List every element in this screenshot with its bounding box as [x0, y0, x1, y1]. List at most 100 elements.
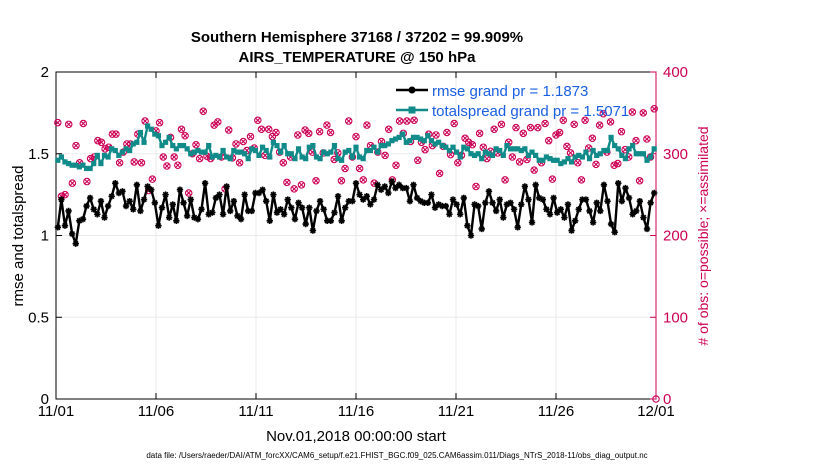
x-tick-label: 11/26	[538, 403, 574, 420]
obs-assimilated-point	[269, 133, 275, 140]
rmse-point	[550, 194, 557, 202]
totalspread-point	[263, 147, 269, 154]
totalspread-point	[565, 156, 571, 162]
totalspread-point	[245, 156, 251, 162]
totalspread-point	[572, 154, 578, 160]
totalspread-point	[608, 134, 614, 140]
totalspread-point	[152, 131, 158, 137]
obs-assimilated-point	[491, 126, 497, 132]
rmse-point	[169, 201, 176, 208]
totalspread-point	[482, 149, 488, 155]
obs-assimilated-point	[618, 129, 625, 135]
totalspread-point	[105, 154, 111, 160]
rmse-point	[564, 201, 572, 208]
obs-assimilated-point	[95, 138, 101, 144]
rmse-point	[359, 196, 367, 203]
obs-assimilated-point	[480, 144, 486, 150]
totalspread-point	[231, 147, 237, 154]
totalspread-point	[479, 156, 485, 162]
obs-assimilated-point	[102, 146, 108, 152]
rmse-point	[367, 201, 374, 208]
obs-assimilated-point	[215, 119, 221, 125]
obs-assimilated-point	[142, 118, 148, 124]
obs-possible-point	[181, 132, 189, 140]
rmse-point	[248, 207, 256, 215]
totalspread-point	[80, 162, 86, 168]
totalspread-point	[155, 133, 161, 139]
obs-assimilated-point	[411, 117, 417, 123]
legend: rmse grand pr = 1.1873 totalspread grand…	[396, 83, 629, 120]
obs-possible-point	[501, 176, 509, 184]
totalspread-point	[367, 147, 373, 154]
rmse-point	[227, 207, 234, 215]
rmse-point	[507, 199, 514, 206]
totalspread-point	[525, 152, 532, 158]
totalspread-point	[191, 149, 197, 155]
totalspread-point	[385, 141, 391, 147]
obs-assimilated-point	[69, 180, 75, 186]
obs-possible-point	[155, 118, 164, 127]
obs-possible-point	[137, 158, 146, 167]
totalspread-point	[292, 156, 298, 162]
obs-possible-point	[239, 137, 248, 146]
totalspread-point	[543, 154, 550, 160]
obs-possible-point	[224, 126, 233, 134]
rmse-point	[140, 196, 148, 203]
totalspread-point	[73, 162, 79, 168]
rmse-point	[72, 240, 79, 247]
totalspread-point	[464, 146, 470, 152]
obs-possible-point	[468, 141, 477, 149]
obs-possible-point	[148, 175, 157, 183]
obs-assimilated-point	[240, 138, 246, 145]
rmse-point	[108, 193, 115, 200]
obs-possible-point	[214, 118, 222, 126]
rmse-point	[327, 217, 335, 224]
obs-assimilated-point	[291, 186, 297, 192]
obs-possible-point	[195, 154, 204, 163]
rmse-point	[219, 211, 227, 218]
obs-possible-point	[326, 128, 335, 137]
obs-possible-point	[381, 151, 389, 160]
obs-assimilated-point	[644, 136, 650, 142]
data-file-footer: data file: /Users/raeder/DAI/ATM_forcXX/…	[146, 451, 647, 460]
totalspread-point	[227, 156, 233, 162]
totalspread-point	[137, 129, 144, 136]
obs-assimilated-point	[317, 129, 323, 135]
obs-possible-point	[395, 117, 404, 125]
y-tick-left-label: 1	[41, 228, 49, 245]
rmse-point	[295, 199, 302, 206]
rmse-point	[543, 206, 550, 213]
rmse-point	[575, 206, 582, 213]
obs-possible-point	[290, 185, 298, 193]
obs-possible-point	[650, 105, 658, 113]
totalspread-point	[637, 151, 643, 157]
obs-possible-point	[534, 123, 542, 132]
totalspread-point	[586, 156, 593, 162]
totalspread-point	[396, 134, 402, 140]
totalspread-point	[371, 144, 377, 150]
legend-spread-label: totalspread grand pr = 1.5071	[432, 103, 629, 120]
rmse-point	[313, 207, 320, 215]
rmse-point	[500, 214, 507, 221]
rmse-point	[640, 214, 647, 221]
rmse-point	[151, 199, 159, 206]
totalspread-point	[418, 136, 424, 142]
obs-possible-point	[559, 116, 568, 124]
obs-assimilated-point	[186, 190, 192, 196]
totalspread-point	[554, 157, 560, 163]
obs-assimilated-point	[542, 120, 548, 127]
obs-assimilated-point	[549, 176, 555, 182]
obs-assimilated-point	[87, 156, 94, 162]
totalspread-point	[500, 152, 506, 158]
obs-possible-point	[79, 119, 88, 128]
obs-assimilated-point	[611, 162, 617, 168]
obs-possible-point	[337, 176, 346, 185]
rmse-point	[356, 191, 363, 198]
rmse-point	[482, 199, 489, 206]
totalspread-point	[349, 154, 356, 160]
obs-assimilated-point	[117, 160, 123, 166]
obs-possible-point	[643, 135, 651, 143]
rmse-point	[464, 222, 471, 229]
obs-assimilated-point	[306, 130, 312, 136]
obs-possible-point	[606, 118, 615, 126]
